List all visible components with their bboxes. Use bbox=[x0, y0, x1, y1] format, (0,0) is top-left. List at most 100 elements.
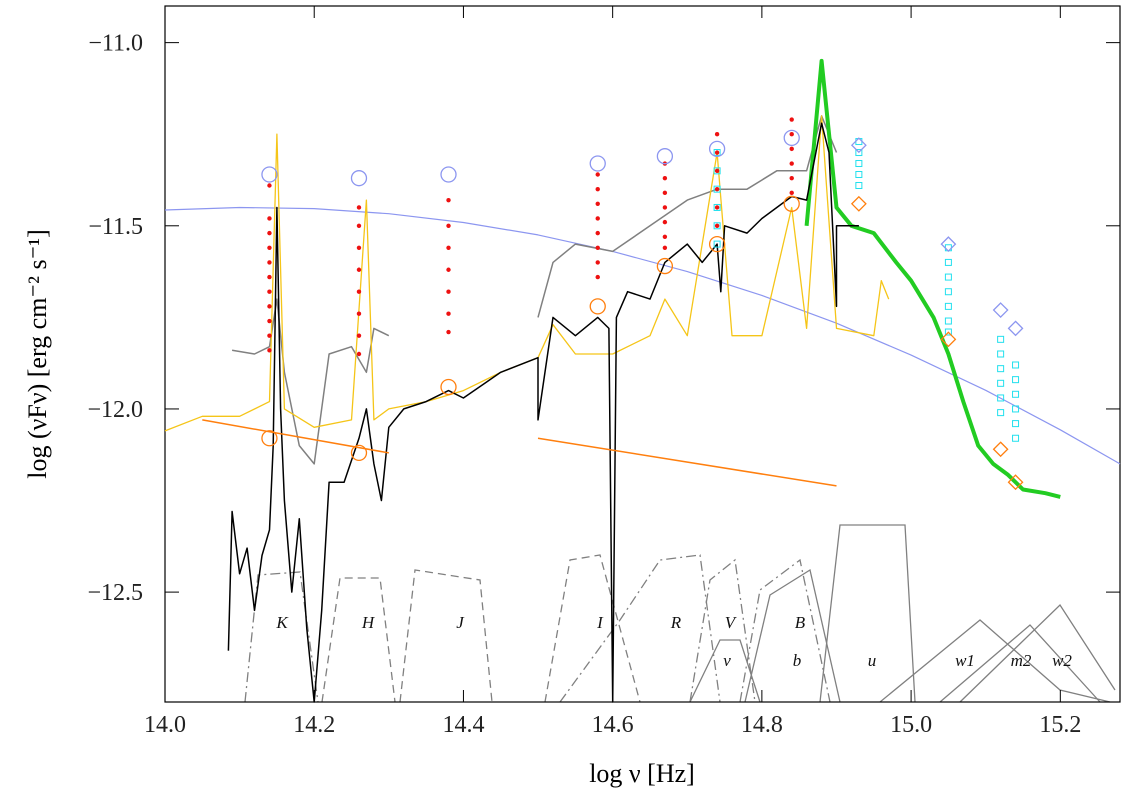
data-point bbox=[1012, 361, 1020, 369]
data-point bbox=[789, 175, 794, 181]
data-point bbox=[1012, 390, 1020, 398]
data-point bbox=[261, 430, 278, 447]
data-point bbox=[446, 311, 451, 316]
data-point bbox=[446, 289, 451, 294]
filter-label: b bbox=[793, 651, 802, 670]
data-point bbox=[662, 205, 668, 210]
data-point bbox=[356, 351, 362, 357]
filter-labels: K H J I R V B v b u w1 m2 w2 bbox=[275, 613, 1072, 670]
data-point bbox=[944, 317, 952, 325]
filter-label: J bbox=[456, 613, 465, 632]
data-point bbox=[595, 245, 600, 250]
data-point bbox=[1012, 420, 1020, 428]
data-point bbox=[997, 365, 1005, 373]
filter-label: H bbox=[361, 613, 376, 632]
filter-label: R bbox=[670, 613, 682, 632]
x-tick-label: 14.2 bbox=[293, 712, 335, 738]
x-tick-label: 15.0 bbox=[890, 712, 932, 738]
data-point bbox=[855, 160, 863, 168]
data-point bbox=[662, 190, 668, 196]
filter-curves bbox=[244, 524, 1116, 703]
data-point bbox=[708, 140, 726, 158]
data-point bbox=[713, 149, 721, 157]
data-point bbox=[595, 230, 600, 236]
data-point bbox=[656, 257, 674, 275]
filter-curve bbox=[939, 624, 1101, 703]
data-point bbox=[850, 195, 867, 212]
data-point bbox=[662, 175, 668, 181]
data-point bbox=[789, 161, 794, 166]
data-point bbox=[440, 378, 457, 396]
data-point bbox=[356, 245, 362, 250]
x-tick-label: 14.6 bbox=[592, 712, 634, 738]
x-tick-label: 14.8 bbox=[741, 712, 783, 738]
data-point bbox=[267, 274, 272, 280]
filter-curve bbox=[744, 568, 841, 703]
data-point bbox=[944, 273, 952, 281]
data-point bbox=[783, 195, 800, 212]
data-point bbox=[267, 318, 272, 324]
x-tick-label: 15.2 bbox=[1039, 712, 1081, 738]
plot-frame bbox=[164, 5, 1121, 703]
data-point bbox=[589, 155, 606, 172]
data-point bbox=[595, 216, 600, 221]
data-point bbox=[267, 183, 272, 188]
data-point bbox=[356, 205, 362, 210]
x-axis-label: log ν [Hz] bbox=[589, 759, 695, 788]
data-point bbox=[944, 302, 952, 310]
filter-label: w2 bbox=[1052, 651, 1072, 670]
data-point bbox=[714, 132, 720, 137]
data-point bbox=[662, 219, 668, 225]
filter-label: m2 bbox=[1011, 651, 1032, 670]
data-point bbox=[944, 288, 952, 296]
data-point bbox=[446, 329, 451, 335]
filter-label: w1 bbox=[955, 651, 975, 670]
filter-label: B bbox=[795, 613, 806, 632]
data-point bbox=[267, 348, 272, 353]
filter-curve bbox=[879, 619, 1111, 703]
data-point bbox=[713, 203, 721, 211]
data-point bbox=[662, 234, 668, 239]
data-point bbox=[595, 172, 600, 177]
data-point bbox=[789, 117, 794, 122]
spectrum-line bbox=[227, 122, 859, 703]
data-point bbox=[356, 289, 362, 294]
data-point bbox=[350, 170, 368, 187]
data-point bbox=[1012, 376, 1020, 384]
data-point bbox=[997, 350, 1005, 358]
data-point bbox=[1007, 474, 1024, 491]
data-point bbox=[267, 260, 272, 265]
data-point bbox=[997, 394, 1005, 402]
spectrum-line bbox=[164, 115, 890, 432]
series-group bbox=[164, 58, 1121, 703]
data-point bbox=[855, 181, 863, 189]
spectrum-line bbox=[164, 206, 1121, 465]
data-point bbox=[944, 328, 952, 336]
data-point bbox=[940, 236, 957, 253]
data-point bbox=[446, 223, 451, 228]
filter-label: v bbox=[723, 651, 731, 670]
data-point bbox=[850, 137, 867, 154]
data-point bbox=[714, 168, 720, 174]
data-point bbox=[662, 245, 668, 250]
filter-curve bbox=[959, 603, 1116, 703]
x-tick-label: 14.4 bbox=[442, 712, 484, 738]
data-point bbox=[356, 333, 362, 338]
filter-label: K bbox=[275, 613, 289, 632]
data-point bbox=[440, 166, 457, 183]
data-point bbox=[713, 240, 721, 248]
spectrum-line bbox=[202, 419, 837, 487]
data-point bbox=[789, 146, 794, 152]
filter-curve bbox=[399, 569, 493, 703]
filter-label: V bbox=[725, 613, 738, 632]
data-point bbox=[350, 444, 368, 462]
data-point bbox=[714, 205, 720, 210]
data-point bbox=[714, 150, 720, 155]
y-tick-label: −12.5 bbox=[87, 580, 143, 606]
data-point bbox=[356, 223, 362, 228]
data-point bbox=[855, 149, 863, 157]
data-point bbox=[656, 148, 674, 165]
data-point bbox=[714, 186, 720, 192]
